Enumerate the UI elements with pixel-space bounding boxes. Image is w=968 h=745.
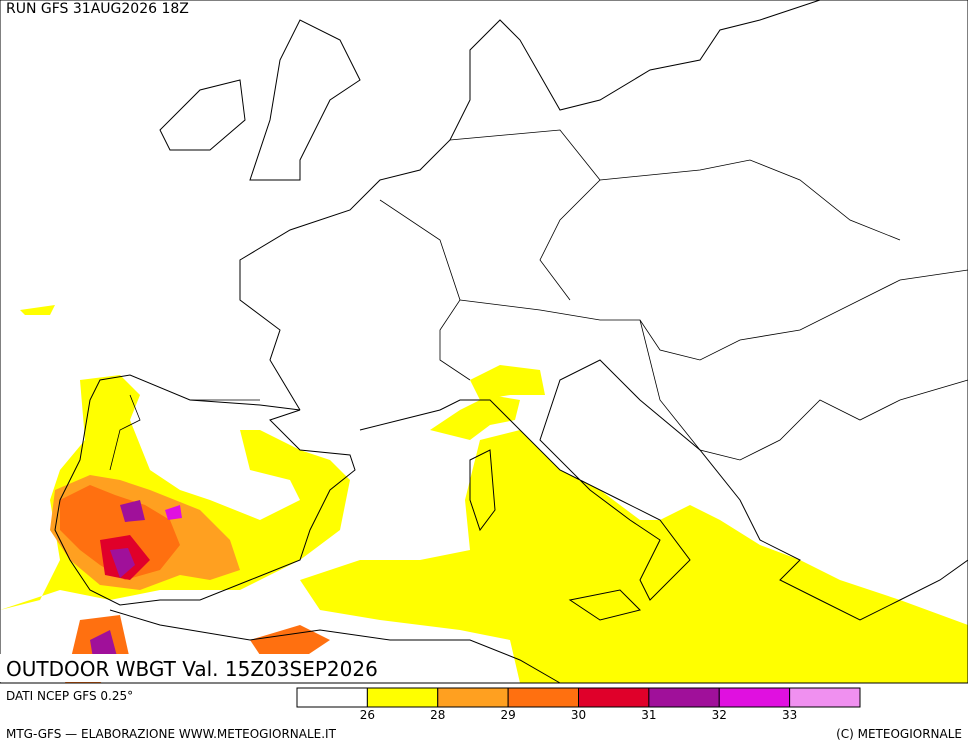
legend-swatch: [296, 687, 368, 708]
legend-swatch: [648, 687, 720, 708]
legend-swatch: [507, 687, 579, 708]
legend-swatch: [789, 687, 861, 708]
map-title: OUTDOOR WBGT Val. 15Z03SEP2026: [6, 657, 378, 681]
source-label: DATI NCEP GFS 0.25°: [6, 689, 133, 703]
coastlines: [54, 0, 968, 684]
legend-swatch: [578, 687, 650, 708]
copyright-label: (C) METEOGIORNALE: [836, 727, 962, 741]
legend-tick-label: 32: [712, 708, 727, 722]
color-legend: 26 28 29 30 31 32 33: [296, 687, 861, 722]
legend-tick-label: 26: [360, 708, 375, 722]
legend-tick-label: 31: [641, 708, 656, 722]
heat-areas: [0, 305, 968, 683]
legend-tick-label: 33: [782, 708, 797, 722]
legend-tick-label: 30: [571, 708, 586, 722]
borders: [109, 129, 968, 471]
legend-tick-label: 28: [430, 708, 445, 722]
map-frame: [0, 0, 968, 684]
legend-swatch: [366, 687, 439, 708]
legend-swatch: [718, 687, 791, 708]
legend-tick-label: 29: [500, 708, 515, 722]
run-label: RUN GFS 31AUG2026 18Z: [6, 1, 189, 17]
title-box: [0, 654, 388, 682]
credit-label: MTG-GFS — ELABORAZIONE WWW.METEOGIORNALE…: [6, 727, 337, 741]
legend-swatch: [437, 687, 509, 708]
